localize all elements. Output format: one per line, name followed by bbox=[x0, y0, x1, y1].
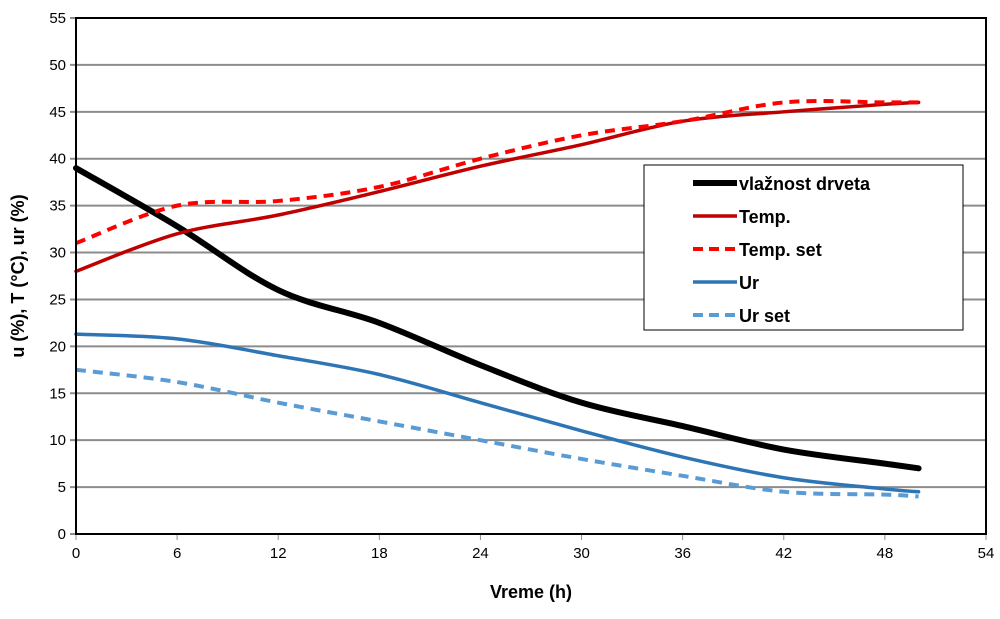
y-tick-label: 35 bbox=[49, 198, 66, 215]
x-tick-label: 24 bbox=[472, 545, 489, 562]
x-tick-label: 42 bbox=[775, 545, 792, 562]
x-axis-ticks: 0 6 12 18 24 30 36 42 48 54 bbox=[72, 534, 995, 562]
legend-label: Ur bbox=[739, 273, 759, 293]
x-tick-label: 36 bbox=[674, 545, 691, 562]
x-tick-label: 48 bbox=[877, 545, 894, 562]
x-axis-label: Vreme (h) bbox=[490, 582, 572, 602]
series-lines bbox=[73, 99, 922, 499]
y-tick-label: 0 bbox=[58, 526, 66, 543]
y-tick-label: 30 bbox=[49, 245, 66, 262]
y-tick-label: 55 bbox=[49, 10, 66, 27]
legend-label: vlažnost drveta bbox=[739, 174, 871, 194]
series-line-ur bbox=[74, 332, 921, 494]
series-line-temp bbox=[74, 100, 921, 274]
series-line-temp-set bbox=[75, 99, 919, 246]
legend-label: Ur set bbox=[739, 306, 790, 326]
x-tick-label: 30 bbox=[573, 545, 590, 562]
x-tick-label: 12 bbox=[270, 545, 287, 562]
x-tick-label: 54 bbox=[978, 545, 995, 562]
legend-box bbox=[643, 164, 964, 331]
y-axis-label: u (%), T (°C), ur (%) bbox=[8, 194, 28, 357]
legend-label: Temp. set bbox=[739, 240, 822, 260]
y-tick-label: 10 bbox=[49, 432, 66, 449]
plot-border bbox=[75, 17, 987, 535]
series-line-ur-set bbox=[75, 367, 919, 499]
x-tick-label: 0 bbox=[72, 545, 80, 562]
y-tick-label: 45 bbox=[49, 104, 66, 121]
y-tick-label: 40 bbox=[49, 151, 66, 168]
x-tick-label: 18 bbox=[371, 545, 388, 562]
y-axis-ticks: 0 5 10 15 20 25 30 35 40 45 50 55 bbox=[49, 10, 66, 543]
legend: vlažnost drveta Temp. Temp. set Ur Ur set bbox=[643, 164, 964, 331]
y-tick-label: 20 bbox=[49, 338, 66, 355]
y-tick-label: 25 bbox=[49, 291, 66, 308]
series-line-vla-nost-drveta bbox=[73, 165, 922, 472]
x-tick-label: 6 bbox=[173, 545, 181, 562]
legend-label: Temp. bbox=[739, 207, 791, 227]
y-tick-label: 15 bbox=[49, 385, 66, 402]
y-tick-label: 50 bbox=[49, 57, 66, 74]
y-tick-label: 5 bbox=[58, 479, 66, 496]
